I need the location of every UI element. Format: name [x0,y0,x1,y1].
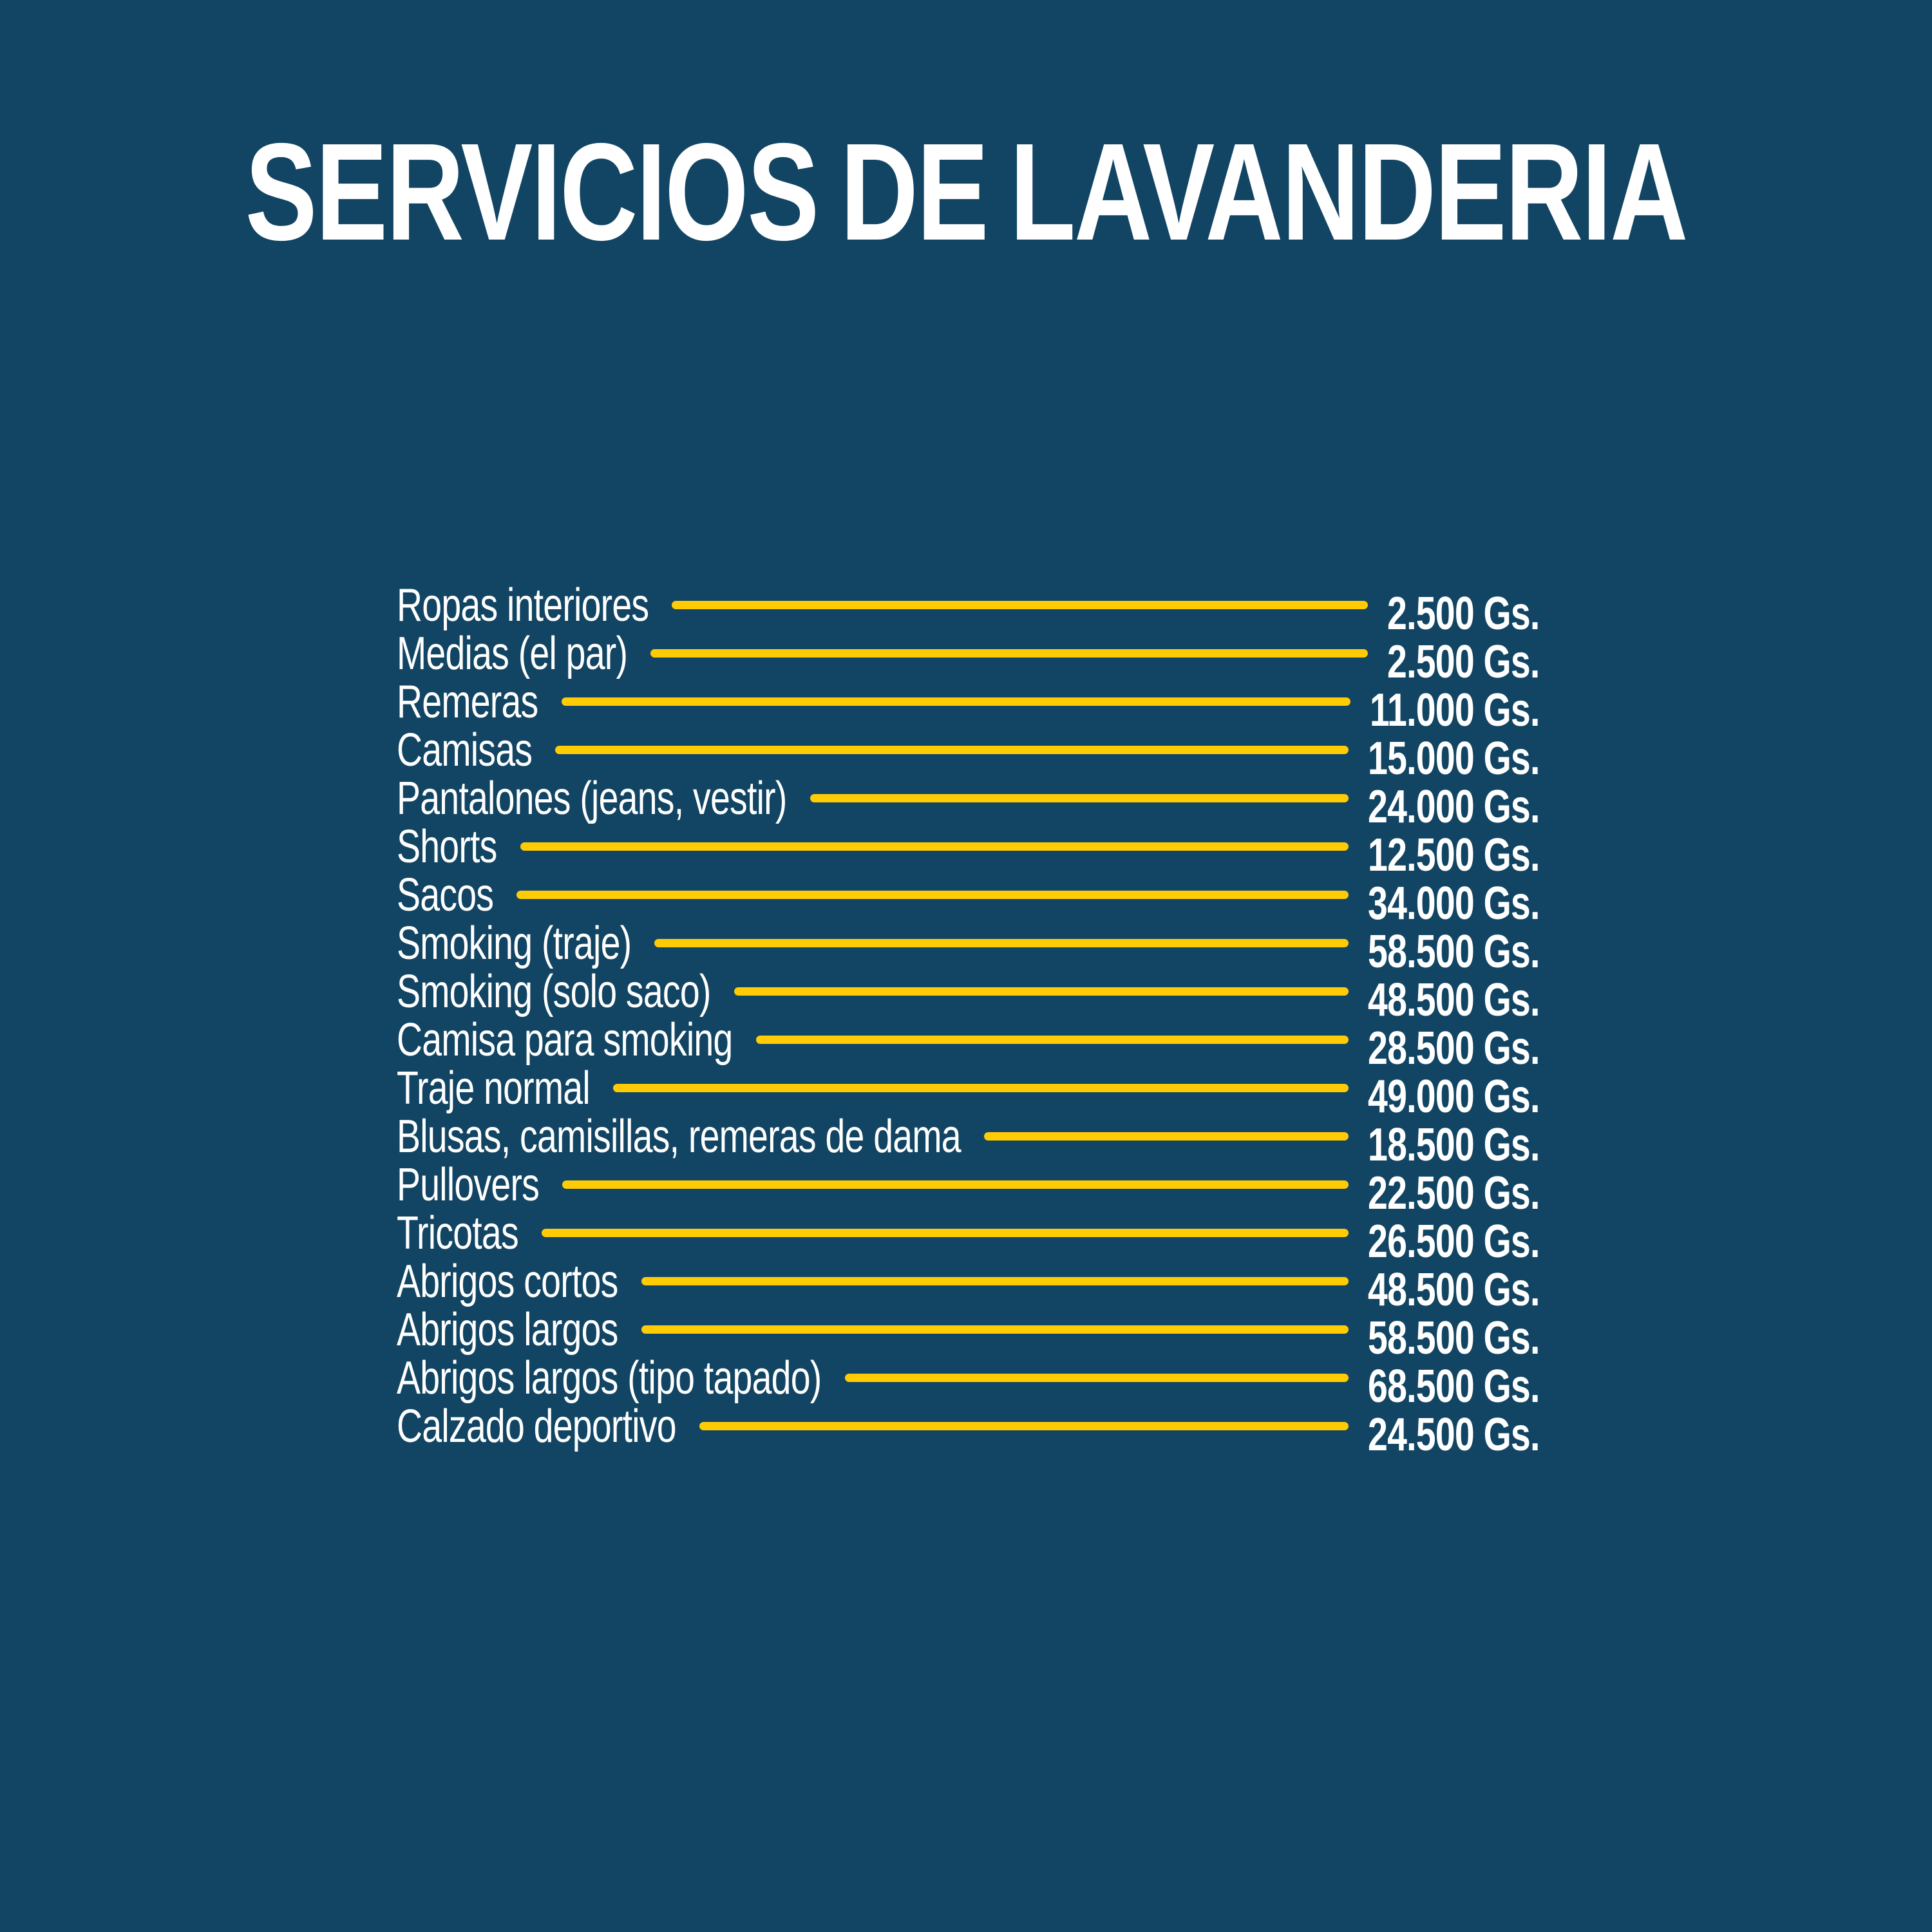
price-list-row: Camisas 15.000 Gs. [397,724,1540,784]
leader-line [755,1036,1349,1044]
price-list-row: Camisa para smoking 28.500 Gs. [397,1014,1540,1074]
price-list-row: Sacos 34.000 Gs. [397,869,1540,929]
price-list: Ropas interiores 2.500 Gs. Medias (el pa… [397,579,1540,1461]
leader-line [555,746,1349,754]
price-list-row: Calzado deportivo 24.500 Gs. [397,1400,1540,1461]
price-list-row: Abrigos cortos 48.500 Gs. [397,1255,1540,1316]
leader-line [699,1422,1349,1430]
leader-line [541,1229,1349,1237]
item-price: 49.000 Gs. [1368,1070,1540,1122]
price-list-row: Smoking (solo saco) 48.500 Gs. [397,965,1540,1026]
price-list-row: Remeras 11.000 Gs. [397,676,1540,736]
item-price: 11.000 Gs. [1370,684,1540,736]
item-price: 2.500 Gs. [1387,587,1540,639]
item-label: Sacos [397,869,494,921]
leader-line [561,697,1351,706]
item-label: Abrigos cortos [397,1255,618,1307]
price-list-row: Pullovers 22.500 Gs. [397,1159,1540,1219]
item-price: 26.500 Gs. [1368,1215,1540,1267]
item-label: Pullovers [397,1159,540,1211]
item-price: 58.500 Gs. [1368,925,1540,978]
item-price: 18.500 Gs. [1368,1119,1540,1171]
item-label: Traje normal [397,1062,591,1114]
price-list-row: Medias (el par) 2.500 Gs. [397,627,1540,688]
leader-line [844,1374,1349,1382]
price-list-row: Pantalones (jeans, vestir) 24.000 Gs. [397,772,1540,833]
page-title-text: SERVICIOS DE LAVANDERIA [245,114,1689,269]
item-label: Calzado deportivo [397,1400,677,1452]
item-label: Abrigos largos [397,1303,618,1356]
item-price: 34.000 Gs. [1368,877,1540,929]
price-list-row: Abrigos largos 58.500 Gs. [397,1303,1540,1364]
leader-line [650,649,1368,658]
item-label: Medias (el par) [397,627,628,679]
item-label: Remeras [397,676,538,728]
price-list-row: Smoking (traje) 58.500 Gs. [397,917,1540,978]
leader-line [654,939,1349,947]
leader-line [734,987,1349,996]
item-label: Shorts [397,820,497,873]
price-list-row: Traje normal 49.000 Gs. [397,1062,1540,1122]
leader-line [516,891,1349,899]
item-label: Ropas interiores [397,579,649,631]
item-price: 68.500 Gs. [1368,1360,1540,1412]
item-label: Blusas, camisillas, remeras de dama [397,1110,961,1162]
item-price: 15.000 Gs. [1368,732,1540,784]
item-price: 58.500 Gs. [1368,1312,1540,1364]
item-label: Tricotas [397,1207,519,1259]
page-title: SERVICIOS DE LAVANDERIA [0,122,1932,302]
leader-line [520,842,1349,851]
item-price: 48.500 Gs. [1368,974,1540,1026]
item-price: 12.500 Gs. [1368,829,1540,881]
leader-line [810,794,1349,802]
item-label: Smoking (solo saco) [397,965,711,1018]
item-price: 24.500 Gs. [1368,1408,1540,1461]
item-label: Pantalones (jeans, vestir) [397,772,787,824]
leader-line [641,1325,1349,1334]
price-list-row: Abrigos largos (tipo tapado) 68.500 Gs. [397,1352,1540,1412]
leader-line [672,601,1368,609]
item-price: 48.500 Gs. [1368,1264,1540,1316]
price-list-row: Blusas, camisillas, remeras de dama 18.5… [397,1110,1540,1171]
price-list-row: Ropas interiores 2.500 Gs. [397,579,1540,639]
leader-line [983,1132,1349,1141]
item-price: 28.500 Gs. [1368,1022,1540,1074]
leader-line [612,1084,1349,1092]
item-price: 24.000 Gs. [1368,781,1540,833]
item-label: Abrigos largos (tipo tapado) [397,1352,822,1404]
leader-line [562,1180,1349,1189]
leader-line [641,1277,1349,1285]
item-label: Camisa para smoking [397,1014,733,1066]
item-price: 2.500 Gs. [1387,636,1540,688]
price-list-row: Shorts 12.500 Gs. [397,820,1540,881]
item-label: Smoking (traje) [397,917,632,969]
item-label: Camisas [397,724,533,776]
item-price: 22.500 Gs. [1368,1167,1540,1219]
price-list-row: Tricotas 26.500 Gs. [397,1207,1540,1267]
